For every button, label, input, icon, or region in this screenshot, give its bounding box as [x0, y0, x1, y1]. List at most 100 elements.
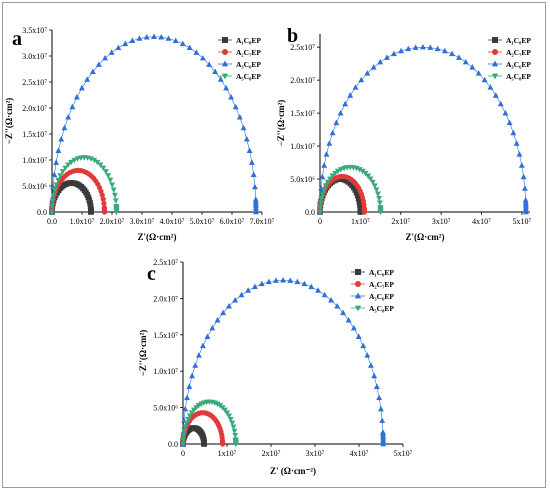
data-point [380, 431, 386, 437]
series-4 [317, 164, 384, 216]
data-point [273, 277, 279, 283]
data-point [232, 438, 239, 444]
data-point [69, 103, 76, 110]
data-point [365, 173, 372, 179]
data-point [49, 209, 55, 216]
data-point [165, 35, 172, 41]
data-point [516, 151, 523, 157]
data-point [317, 209, 323, 216]
data-point [102, 54, 109, 61]
data-point [65, 114, 72, 120]
data-point [151, 33, 157, 39]
data-point [110, 187, 117, 194]
x-tick-label: 6.0x10⁷ [220, 217, 245, 226]
x-axis-title: Z' (Ω·cm⁻²) [270, 466, 316, 476]
data-point [335, 168, 341, 175]
x-tick-label: 2x10⁷ [391, 217, 410, 226]
data-point [370, 64, 377, 70]
data-point [107, 177, 114, 184]
y-tick-label: 1.5x10⁷ [153, 331, 178, 340]
data-point [294, 278, 301, 285]
legend-marker [221, 73, 229, 80]
y-tick-label: 2.0x10⁷ [290, 76, 315, 85]
data-point [319, 173, 326, 180]
y-tick-label: 1.0x10⁷ [22, 156, 47, 165]
data-point [250, 171, 257, 177]
data-point [357, 202, 363, 208]
data-point [329, 173, 336, 179]
legend-label: A₂C₇EP [506, 48, 531, 57]
data-point [228, 94, 235, 100]
data-point [352, 84, 359, 90]
data-point [373, 383, 380, 389]
data-point [475, 70, 482, 76]
data-point [356, 167, 363, 173]
data-point [371, 183, 378, 189]
legend-label: A₁C₈EP [369, 268, 394, 277]
x-axis-title: Z'(Ω·cm²) [138, 232, 177, 242]
data-point [236, 114, 243, 120]
x-tick-label: 0 [181, 449, 185, 458]
data-point [367, 176, 374, 182]
data-point [492, 92, 499, 98]
data-point [327, 176, 333, 182]
data-point [252, 183, 258, 190]
data-point [182, 405, 189, 412]
legend-marker [355, 269, 361, 275]
data-point [245, 287, 252, 293]
data-point [462, 58, 469, 65]
legend-marker [492, 49, 498, 55]
data-point [321, 162, 328, 168]
legend-label: A₅C₈EP [506, 72, 531, 81]
data-point [252, 198, 259, 204]
data-point [214, 316, 221, 323]
x-tick-label: 0 [318, 217, 322, 226]
data-point [332, 170, 339, 177]
y-tick-label: 1.5x10⁷ [22, 130, 47, 139]
data-point [214, 401, 221, 408]
data-point [340, 309, 347, 316]
data-point [317, 205, 324, 211]
legend-marker [491, 73, 499, 80]
legend-marker [222, 37, 228, 43]
data-point [434, 45, 441, 52]
y-tick-label: 5.0x10⁶ [153, 404, 178, 413]
data-point [232, 103, 239, 110]
x-tick-label: 1x10⁷ [218, 449, 237, 458]
data-point [322, 183, 329, 189]
data-point [94, 159, 101, 166]
y-tick-label: 2.0x10⁷ [22, 104, 47, 113]
data-point [193, 49, 200, 55]
data-point [74, 156, 81, 162]
chart-panel-b: b 0 1x10⁷ 2x10⁷ 3x10⁷ 4x10⁷ 5x10⁷ 0.0 5.0x10⁶ 1.0… [276, 25, 532, 242]
data-point [206, 61, 213, 67]
data-point [364, 352, 371, 358]
data-point [181, 428, 188, 435]
data-point [354, 192, 361, 199]
data-point [111, 192, 118, 199]
data-point [379, 417, 386, 423]
data-point [61, 124, 68, 131]
y-axis-title: −Z''(Ω·cm²) [138, 330, 148, 377]
data-point [265, 278, 272, 285]
data-point [357, 206, 364, 212]
data-point [258, 280, 265, 287]
data-point [376, 200, 383, 206]
data-point [334, 302, 341, 309]
data-point [73, 94, 80, 100]
y-tick-label: 1.0x10⁷ [153, 367, 178, 376]
x-tick-label: 2x10⁷ [262, 449, 281, 458]
data-point [355, 333, 362, 339]
y-tick-label: 0.0 [37, 208, 47, 217]
y-tick-label: 2.5x10⁷ [153, 258, 178, 267]
y-tick-label: 5.0x10⁶ [22, 182, 47, 191]
data-point [201, 439, 207, 446]
data-point [371, 372, 378, 379]
data-point [376, 195, 383, 202]
data-point [337, 110, 344, 116]
data-point [420, 43, 426, 50]
data-point [246, 147, 253, 153]
panel-label: a [12, 28, 22, 50]
series-3 [180, 276, 387, 447]
